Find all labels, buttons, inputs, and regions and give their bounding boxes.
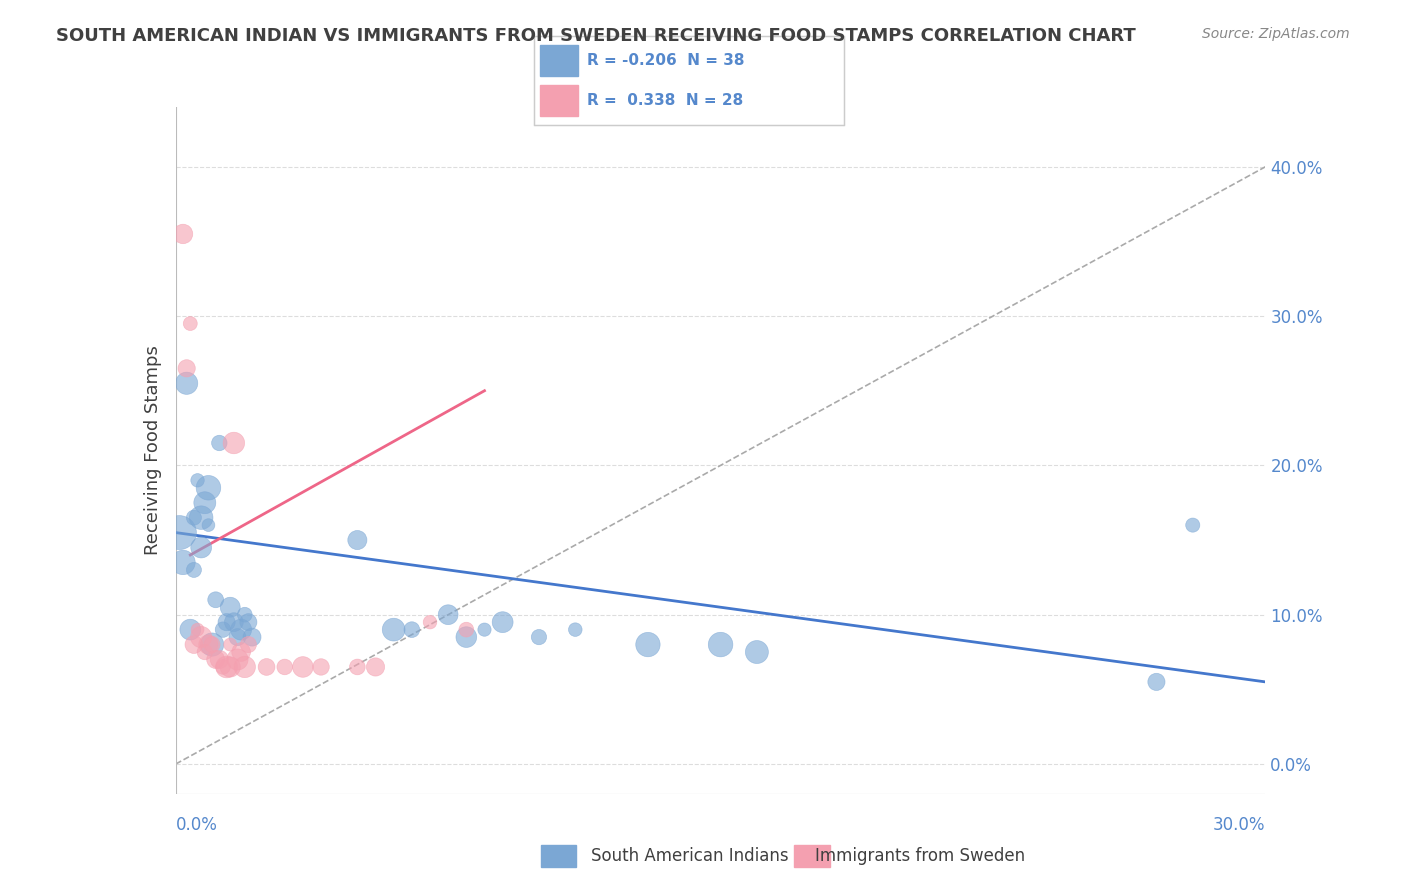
Point — [212, 623, 235, 637]
Point — [197, 638, 219, 652]
Bar — [540, 85, 578, 116]
Point — [190, 630, 212, 644]
Point — [194, 496, 217, 510]
Text: R = -0.206  N = 38: R = -0.206 N = 38 — [586, 54, 744, 68]
Point — [1146, 674, 1168, 689]
Point — [456, 630, 478, 644]
Point — [197, 518, 219, 533]
Point — [169, 525, 191, 540]
Point — [291, 660, 314, 674]
Point — [183, 638, 205, 652]
Point — [238, 615, 260, 630]
Point — [274, 660, 297, 674]
Point — [346, 660, 368, 674]
Point — [474, 623, 496, 637]
Point — [401, 623, 423, 637]
Point — [219, 638, 242, 652]
Point — [382, 623, 405, 637]
Point — [231, 623, 253, 637]
Point — [172, 556, 194, 570]
Point — [419, 615, 441, 630]
Point — [204, 652, 226, 666]
Point — [179, 317, 201, 331]
Point — [233, 660, 256, 674]
Point — [710, 638, 733, 652]
Point — [183, 510, 205, 524]
Point — [176, 361, 198, 376]
Text: R =  0.338  N = 28: R = 0.338 N = 28 — [586, 94, 744, 108]
Point — [219, 600, 242, 615]
Point — [233, 607, 256, 622]
Point — [637, 638, 659, 652]
Point — [204, 592, 226, 607]
Point — [190, 541, 212, 555]
Point — [201, 638, 224, 652]
Text: 30.0%: 30.0% — [1213, 816, 1265, 834]
Point — [176, 376, 198, 391]
Point — [309, 660, 332, 674]
Point — [208, 652, 231, 666]
Point — [564, 623, 586, 637]
Point — [190, 510, 212, 524]
Point — [256, 660, 278, 674]
Point — [226, 652, 249, 666]
Point — [172, 227, 194, 241]
Text: 0.0%: 0.0% — [176, 816, 218, 834]
Point — [208, 436, 231, 450]
Point — [212, 660, 235, 674]
Point — [240, 630, 263, 644]
Point — [186, 473, 209, 487]
Point — [219, 660, 242, 674]
Point — [215, 615, 238, 630]
Point — [437, 607, 460, 622]
Point — [194, 645, 217, 659]
Point — [346, 533, 368, 547]
Point — [364, 660, 387, 674]
Point — [226, 630, 249, 644]
Point — [238, 638, 260, 652]
Point — [492, 615, 515, 630]
Text: SOUTH AMERICAN INDIAN VS IMMIGRANTS FROM SWEDEN RECEIVING FOOD STAMPS CORRELATIO: SOUTH AMERICAN INDIAN VS IMMIGRANTS FROM… — [56, 27, 1136, 45]
Text: Immigrants from Sweden: Immigrants from Sweden — [815, 847, 1025, 865]
Point — [215, 660, 238, 674]
Point — [222, 436, 245, 450]
Point — [197, 481, 219, 495]
Point — [527, 630, 550, 644]
Point — [222, 615, 245, 630]
Point — [179, 623, 201, 637]
Y-axis label: Receiving Food Stamps: Receiving Food Stamps — [143, 345, 162, 556]
Point — [745, 645, 768, 659]
Point — [183, 563, 205, 577]
Point — [1181, 518, 1204, 533]
Bar — [540, 45, 578, 76]
Point — [201, 638, 224, 652]
Text: South American Indians: South American Indians — [591, 847, 789, 865]
Text: Source: ZipAtlas.com: Source: ZipAtlas.com — [1202, 27, 1350, 41]
Point — [456, 623, 478, 637]
Point — [231, 645, 253, 659]
Point — [186, 623, 209, 637]
